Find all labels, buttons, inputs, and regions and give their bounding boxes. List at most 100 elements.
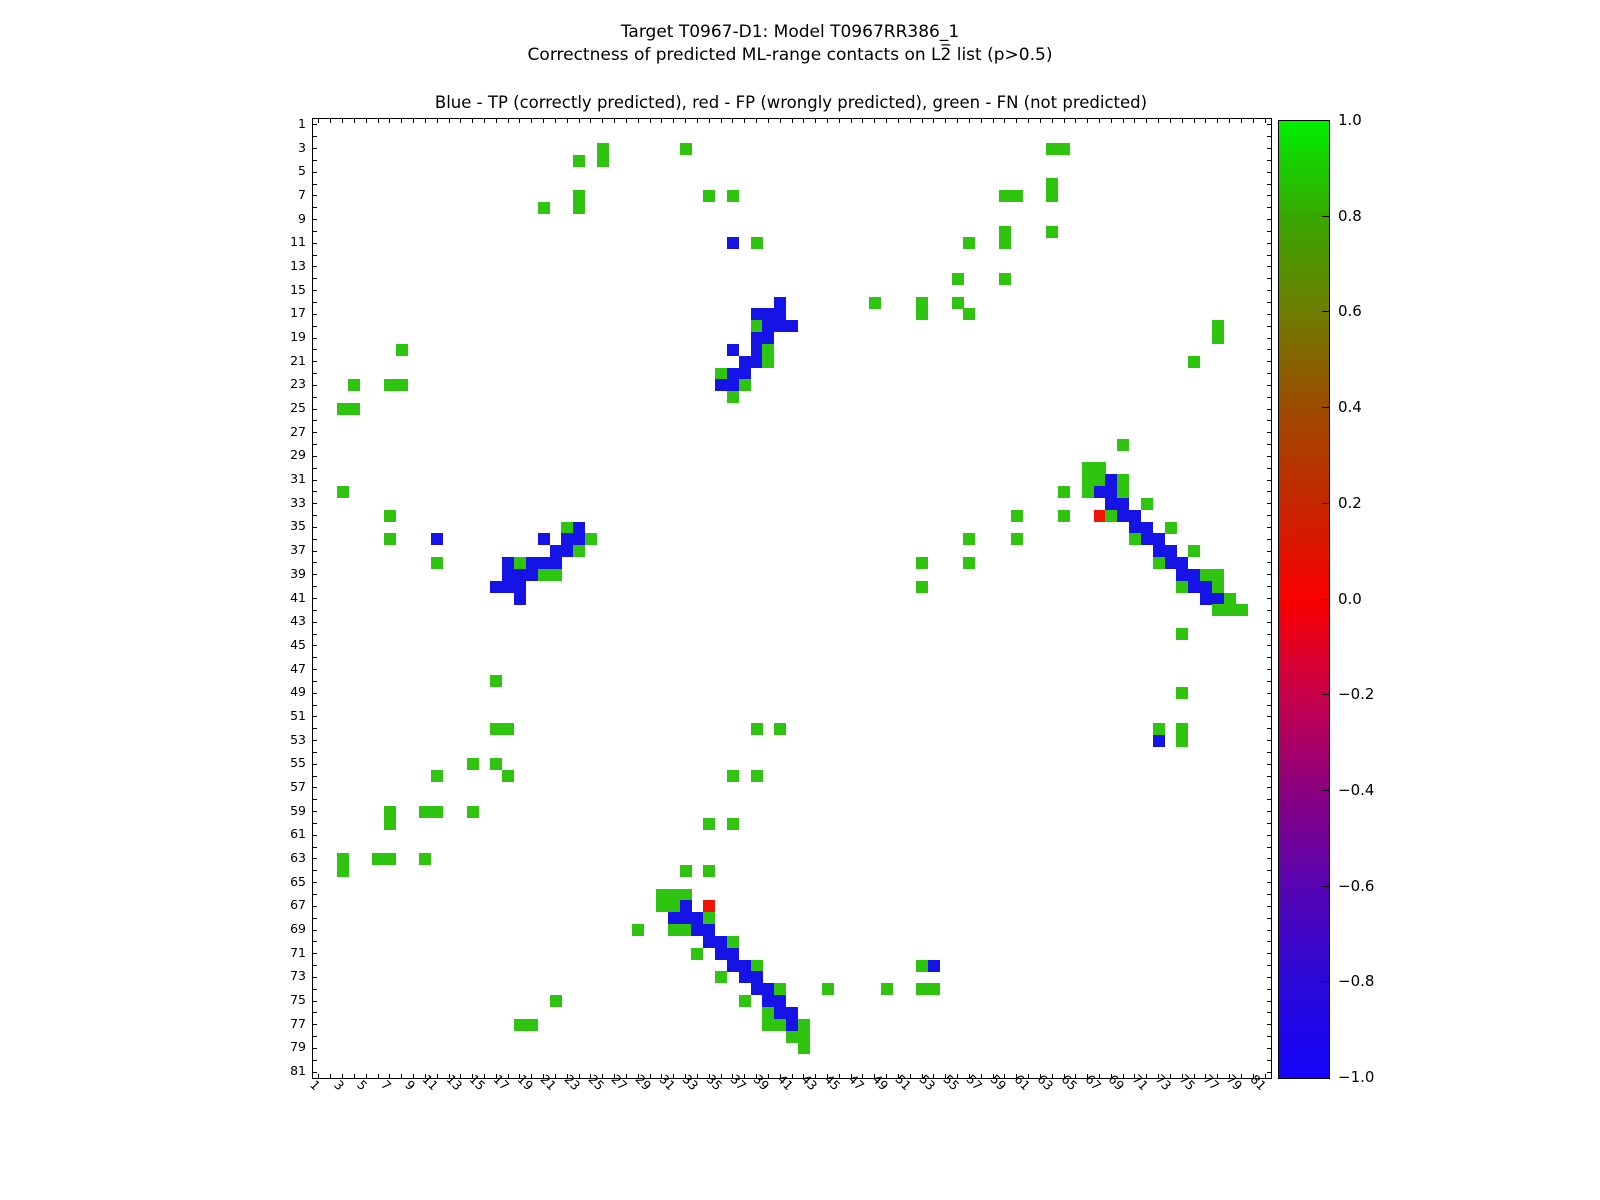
contact-cell-fn (762, 1006, 775, 1019)
contact-cell-fn (490, 675, 503, 688)
contact-cell-fn (596, 142, 609, 155)
axis-tick (1267, 515, 1271, 517)
contact-cell-fn (703, 817, 716, 830)
axis-tick (566, 119, 568, 123)
contact-cell-fn (963, 237, 976, 250)
contact-cell-fn (1211, 320, 1224, 333)
axis-tick (1229, 1074, 1231, 1078)
contact-cell-tp (738, 971, 751, 984)
axis-tick (720, 1074, 722, 1078)
y-tick-label: 31 (290, 471, 306, 487)
axis-tick (1267, 266, 1271, 268)
y-tick-label: 47 (290, 660, 306, 676)
axis-tick (1267, 444, 1271, 446)
axis-tick (1267, 455, 1271, 457)
axis-tick (460, 119, 462, 123)
axis-tick (1267, 704, 1271, 706)
axis-tick (519, 119, 521, 123)
contact-cell-fn (1176, 687, 1189, 700)
axis-tick (1264, 119, 1266, 123)
axis-tick (313, 728, 317, 730)
axis-tick (862, 1074, 864, 1078)
contact-cell-fn (880, 983, 893, 996)
axis-tick (1267, 1012, 1271, 1014)
axis-tick (313, 503, 317, 505)
colorbar-tick (1322, 598, 1329, 600)
axis-tick (838, 119, 840, 123)
axis-tick (436, 1074, 438, 1078)
contact-map-plot-area (312, 118, 1272, 1079)
axis-tick (756, 1074, 758, 1078)
axis-tick (1267, 763, 1271, 765)
contact-cell-fn (797, 1030, 810, 1043)
y-tick-label: 45 (290, 636, 306, 652)
contact-cell-fn (774, 983, 787, 996)
contact-cell-fn (336, 853, 349, 866)
contact-cell-tp (561, 545, 574, 558)
axis-tick (803, 1074, 805, 1078)
axis-tick (909, 1074, 911, 1078)
axis-tick (313, 254, 317, 256)
axis-tick (1267, 953, 1271, 955)
axis-tick (862, 119, 864, 123)
contact-cell-tp (573, 521, 586, 534)
contact-cell-fn (431, 805, 444, 818)
y-tick-label: 37 (290, 542, 306, 558)
y-tick-label: 17 (290, 305, 306, 321)
contact-cell-fn (951, 296, 964, 309)
contact-cell-fn (703, 190, 716, 203)
axis-tick (313, 1024, 317, 1026)
axis-tick (673, 119, 675, 123)
axis-tick (313, 645, 317, 647)
contact-cell-fn (963, 308, 976, 321)
contact-cell-fn (679, 864, 692, 877)
contact-cell-tp (1164, 545, 1177, 558)
axis-tick (673, 1074, 675, 1078)
contact-cell-fn (1105, 509, 1118, 522)
axis-tick (968, 119, 970, 123)
contact-cell-tp (726, 237, 739, 250)
y-tick-label: 59 (290, 802, 306, 818)
axis-tick (413, 119, 415, 123)
axis-tick (483, 119, 485, 123)
contact-cell-tp (549, 557, 562, 570)
contact-cell-fn (383, 853, 396, 866)
contact-cell-fn (703, 864, 716, 877)
contact-cell-tp (774, 296, 787, 309)
axis-tick (1267, 349, 1271, 351)
axis-tick (313, 242, 317, 244)
x-tick-label: 3 (330, 1076, 347, 1094)
colorbar-tick-label: 0.4 (1338, 398, 1362, 417)
axis-tick (313, 230, 317, 232)
contact-cell-tp (774, 995, 787, 1008)
contact-cell-tp (490, 580, 503, 593)
axis-tick (921, 119, 923, 123)
contact-cell-tp (525, 557, 538, 570)
contact-cell-fn (1117, 474, 1130, 487)
contact-cell-fn (537, 201, 550, 214)
contact-cell-fn (573, 190, 586, 203)
contact-cell-fn (738, 379, 751, 392)
axis-tick (1146, 1074, 1148, 1078)
contact-cell-tp (1105, 486, 1118, 499)
contact-cell-tp (762, 332, 775, 345)
axis-tick (389, 119, 391, 123)
axis-tick (933, 1074, 935, 1078)
axis-tick (313, 444, 317, 446)
axis-tick (614, 119, 616, 123)
colorbar-tick (1322, 885, 1329, 887)
y-tick-label: 79 (290, 1039, 306, 1055)
axis-tick (389, 1074, 391, 1078)
axis-tick (1134, 119, 1136, 123)
axis-tick (313, 834, 317, 836)
axis-tick (1267, 965, 1271, 967)
contact-cell-tp (703, 924, 716, 937)
axis-tick (1087, 1074, 1089, 1078)
axis-tick (313, 491, 317, 493)
axis-tick (1267, 432, 1271, 434)
contact-cell-tp (1129, 521, 1142, 534)
contact-cell-fn (1188, 355, 1201, 368)
contact-cell-tp (928, 959, 940, 972)
axis-tick (791, 1074, 793, 1078)
